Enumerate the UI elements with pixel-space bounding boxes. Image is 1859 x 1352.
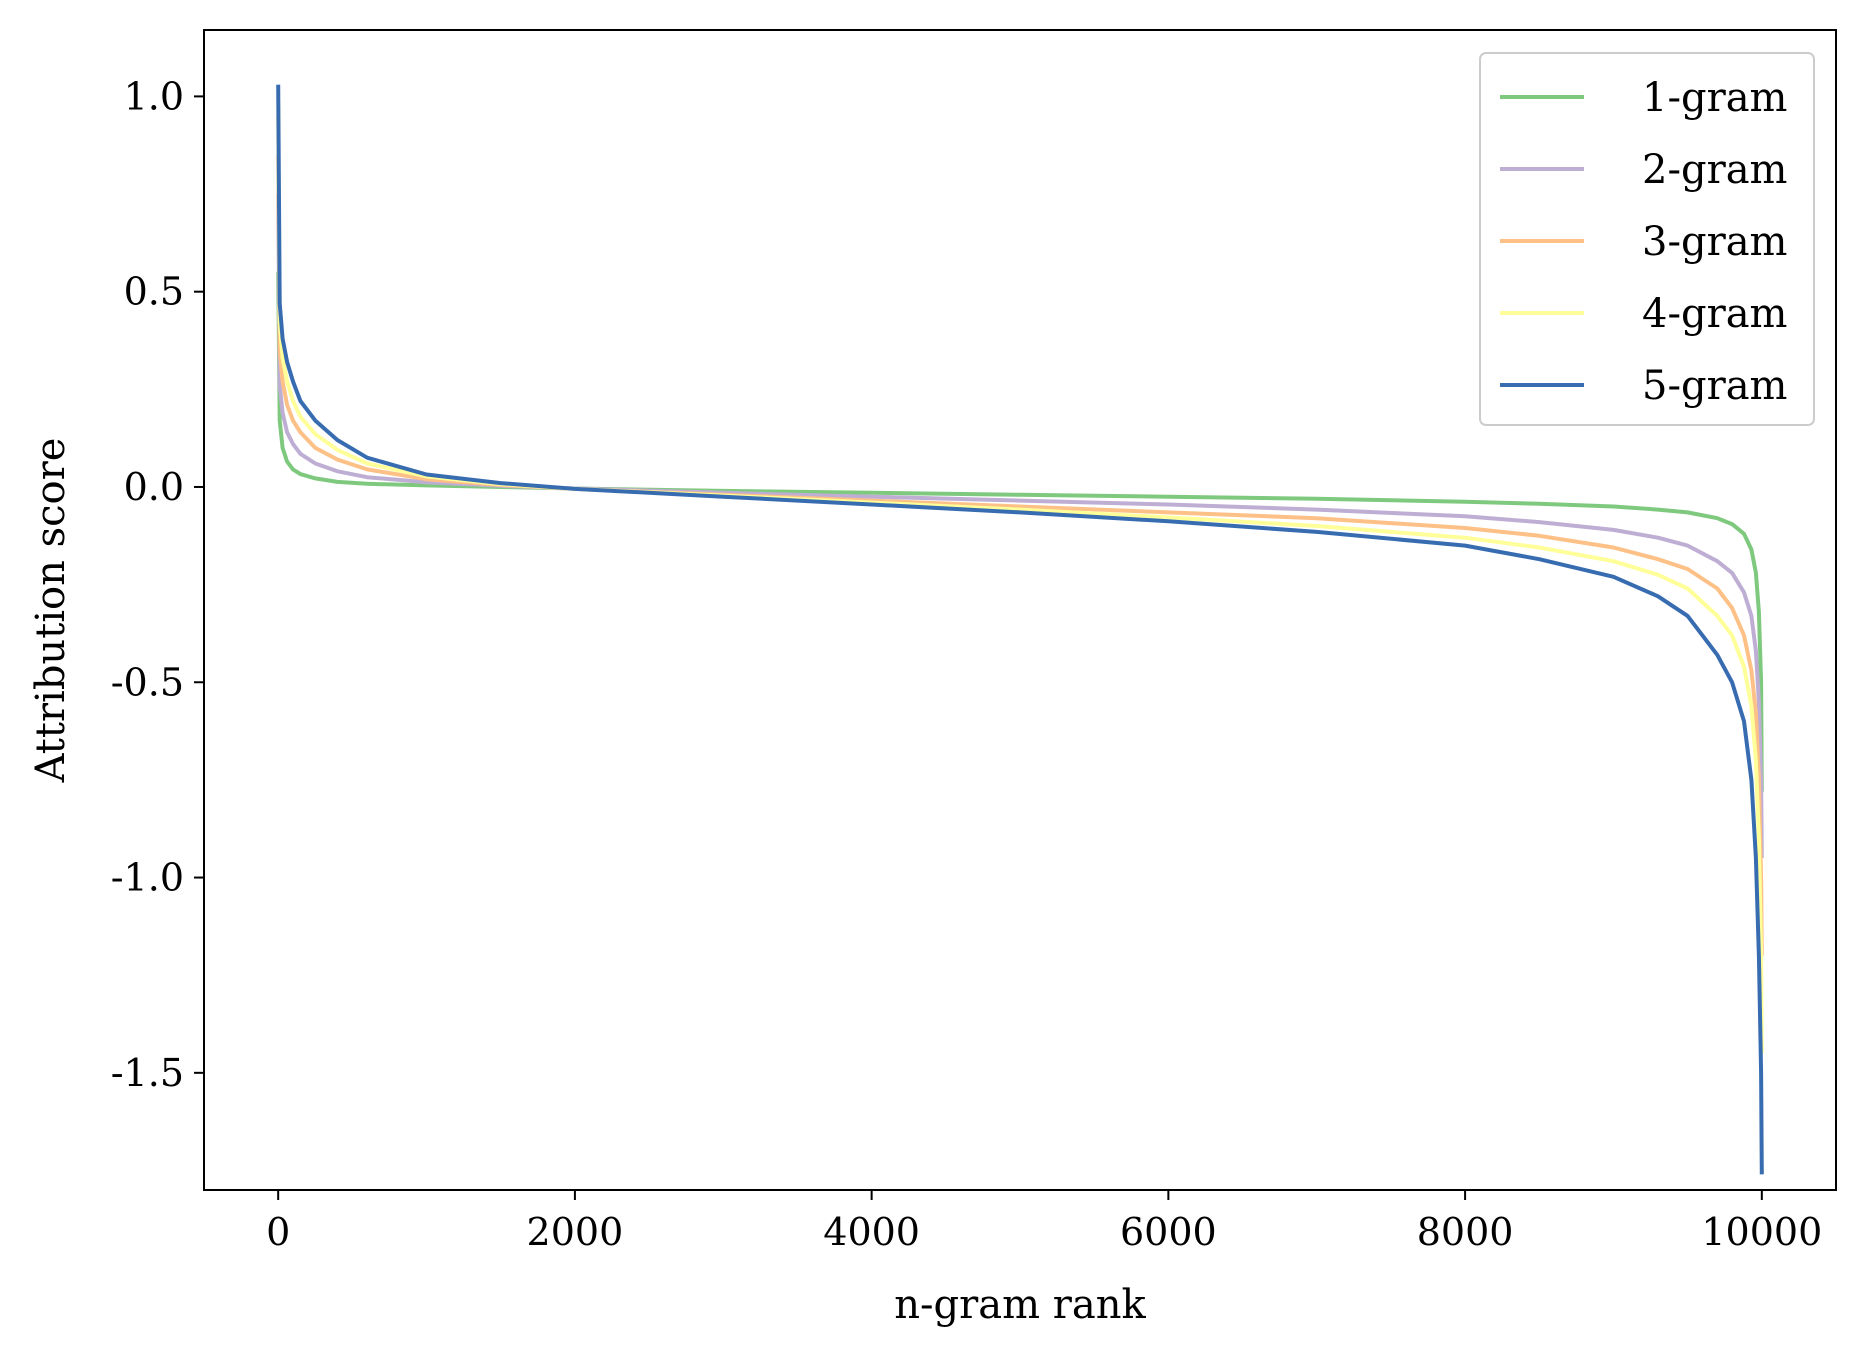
- x-axis: 0 2000 4000 6000 8000 10000: [266, 1190, 1822, 1254]
- series-line-2: [276, 193, 1764, 859]
- x-axis-title: n-gram rank: [894, 1282, 1146, 1328]
- series-line-5: [276, 84, 1764, 1175]
- y-tick-label: -1.5: [111, 1051, 184, 1095]
- legend-label-2: 2-gram: [1642, 147, 1787, 193]
- series-line-1: [276, 272, 1764, 792]
- legend-label-5: 5-gram: [1642, 363, 1787, 409]
- legend: 1-gram 2-gram 3-gram 4-gram 5-gram: [1479, 52, 1815, 426]
- plot-frame: [203, 29, 1837, 1191]
- y-tick-label: -0.5: [111, 660, 184, 704]
- y-tick-label: 0.5: [124, 270, 184, 314]
- x-tick-label: 10000: [1701, 1210, 1822, 1254]
- y-tick-label: 1.0: [124, 74, 184, 118]
- legend-box: [1479, 52, 1815, 426]
- series-layer: [276, 84, 1764, 1175]
- y-tick-label: -1.0: [111, 856, 184, 900]
- series-line-4: [276, 115, 1764, 1054]
- x-tick-label: 4000: [823, 1210, 920, 1254]
- x-tick-label: 2000: [527, 1210, 624, 1254]
- y-tick-label: 0.0: [124, 465, 184, 509]
- y-axis: 1.0 0.5 0.0 -0.5 -1.0 -1.5: [111, 74, 204, 1095]
- y-axis-title: Attribution score: [28, 438, 74, 784]
- series-line-3: [276, 154, 1764, 956]
- x-tick-label: 0: [266, 1210, 290, 1254]
- x-tick-label: 6000: [1120, 1210, 1217, 1254]
- x-tick-label: 8000: [1417, 1210, 1514, 1254]
- legend-label-1: 1-gram: [1642, 75, 1787, 121]
- legend-label-4: 4-gram: [1642, 291, 1787, 337]
- legend-label-3: 3-gram: [1642, 219, 1787, 265]
